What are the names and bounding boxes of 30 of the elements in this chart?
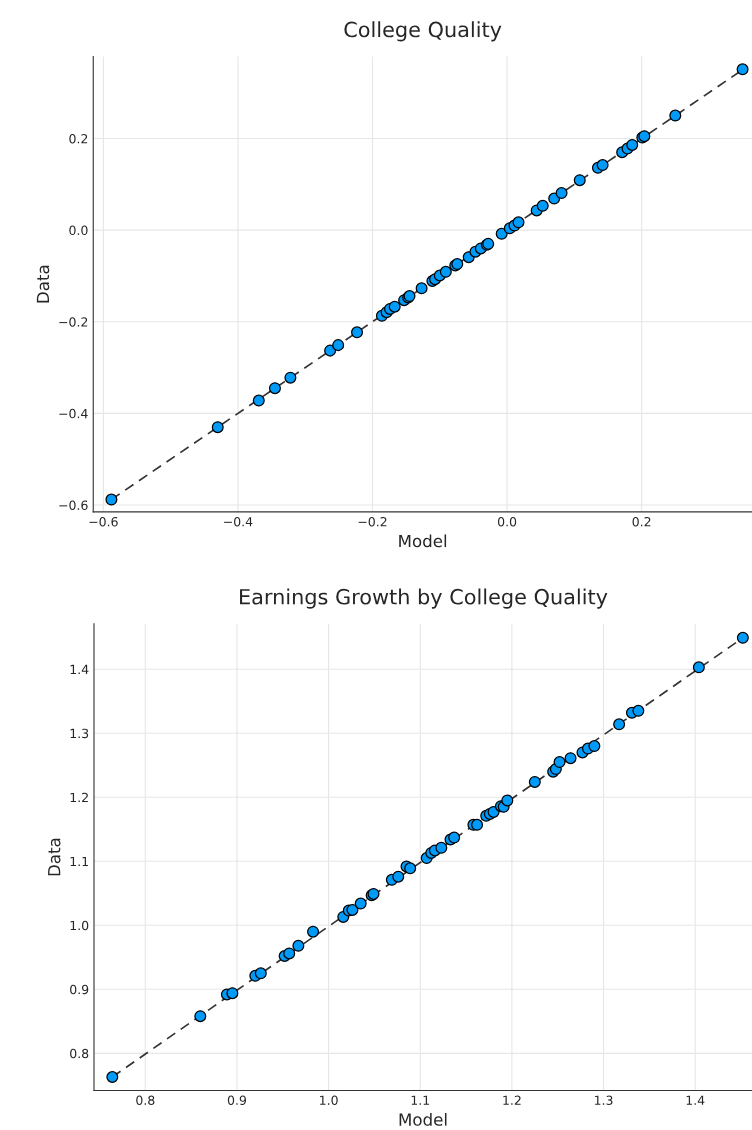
chart-title: College Quality <box>344 21 502 42</box>
x-tick-label: 0.2 <box>632 516 651 527</box>
x-tick-label: 1.1 <box>411 1095 430 1105</box>
x-tick-label: −0.2 <box>358 516 387 527</box>
x-tick-label: 1.0 <box>320 1095 338 1105</box>
x-axis-title: Model <box>399 1112 447 1126</box>
y-axis-title: Data <box>36 265 50 303</box>
y-axis-title: Data <box>48 838 61 876</box>
x-tick-label: 0.8 <box>136 1095 155 1105</box>
x-tick-label: 1.3 <box>594 1095 613 1105</box>
y-tick-label: 1.1 <box>70 856 88 867</box>
x-tick-label: 1.2 <box>503 1095 521 1105</box>
y-tick-label: 1.3 <box>70 728 89 739</box>
y-tick-label: 1.0 <box>70 920 89 931</box>
y-tick-label: −0.4 <box>59 408 88 419</box>
y-tick-label: 0.9 <box>70 984 89 995</box>
x-tick-label: −0.6 <box>89 516 118 527</box>
x-tick-label: 0.9 <box>227 1095 247 1105</box>
y-tick-label: −0.6 <box>59 500 88 510</box>
y-tick-label: 1.4 <box>70 664 89 674</box>
y-tick-label: 0.2 <box>69 133 88 144</box>
x-tick-label: −0.4 <box>224 516 253 527</box>
x-tick-label: 1.4 <box>686 1095 705 1105</box>
x-tick-label: 0.0 <box>497 516 517 527</box>
y-tick-label: 0.0 <box>69 225 88 236</box>
y-tick-label: 0.8 <box>70 1048 89 1059</box>
y-tick-label: −0.2 <box>59 317 88 327</box>
y-tick-label: 1.2 <box>70 792 88 802</box>
x-axis-title: Model <box>399 534 447 548</box>
chart-title: Earnings Growth by College Quality <box>240 588 608 609</box>
